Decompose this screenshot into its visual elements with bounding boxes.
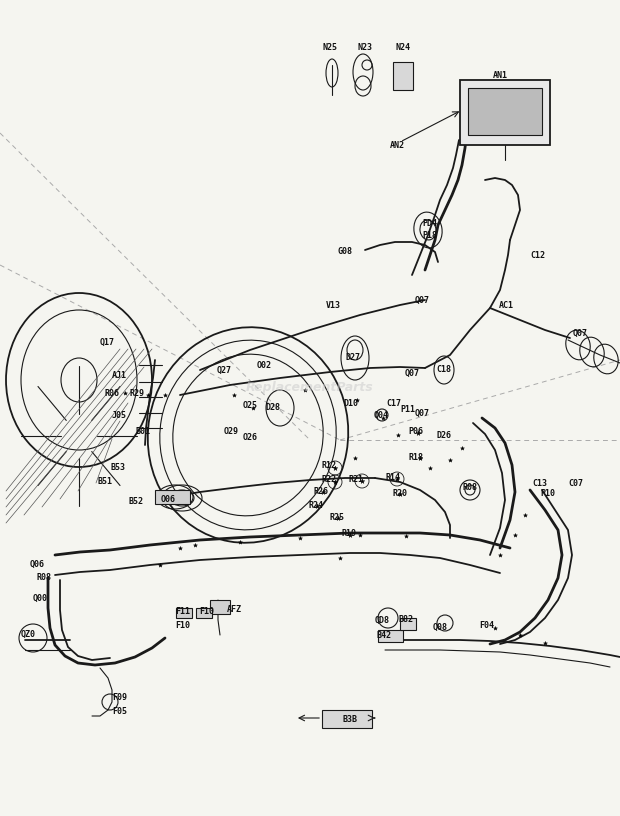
Text: R06: R06: [105, 388, 120, 397]
Text: P18: P18: [422, 232, 438, 241]
Text: N24: N24: [396, 42, 410, 51]
Text: G08: G08: [337, 247, 353, 256]
Text: Q00: Q00: [32, 593, 48, 602]
Text: C13: C13: [533, 478, 547, 487]
Text: F10: F10: [200, 606, 215, 615]
Bar: [400, 618, 416, 630]
Text: R20: R20: [392, 489, 407, 498]
Text: O06: O06: [161, 494, 175, 503]
Text: D28: D28: [265, 403, 280, 413]
Text: AC1: AC1: [498, 300, 513, 309]
Text: B82: B82: [399, 615, 414, 624]
Text: B42: B42: [376, 632, 391, 641]
Text: C17: C17: [386, 398, 402, 407]
Text: Q06: Q06: [30, 560, 45, 569]
Bar: [378, 630, 403, 642]
Text: ReplacementParts: ReplacementParts: [246, 382, 374, 394]
Text: F05: F05: [112, 707, 128, 716]
Text: Q27: Q27: [216, 366, 231, 375]
Text: R14: R14: [386, 473, 401, 482]
Text: O25: O25: [242, 401, 257, 410]
Bar: [322, 710, 372, 728]
Text: AN2: AN2: [389, 140, 404, 149]
Text: Q07: Q07: [404, 369, 420, 378]
Text: O29: O29: [223, 428, 239, 437]
Text: AN1: AN1: [492, 70, 508, 79]
Text: Q07: Q07: [572, 329, 588, 338]
Text: C12: C12: [531, 251, 546, 259]
Text: Q07: Q07: [415, 409, 430, 418]
Bar: [460, 80, 550, 145]
Text: Q07: Q07: [415, 295, 430, 304]
Text: R12: R12: [322, 462, 337, 471]
Text: R24: R24: [309, 500, 324, 509]
Text: V13: V13: [326, 300, 340, 309]
Bar: [155, 490, 190, 504]
Text: AFZ: AFZ: [226, 605, 242, 614]
Bar: [210, 600, 230, 614]
Text: F10: F10: [175, 620, 190, 629]
Bar: [196, 608, 212, 618]
Bar: [393, 62, 413, 90]
Text: QD8: QD8: [374, 615, 389, 624]
Text: F09: F09: [112, 693, 128, 702]
Text: B3B: B3B: [342, 716, 358, 725]
Text: O02: O02: [257, 361, 272, 370]
Text: O26: O26: [242, 433, 257, 442]
Text: F04: F04: [479, 620, 495, 629]
Text: PD4: PD4: [422, 219, 438, 228]
Text: B01: B01: [136, 428, 151, 437]
Text: P06: P06: [409, 428, 423, 437]
Text: R26: R26: [314, 487, 329, 496]
Text: B52: B52: [128, 496, 143, 505]
Text: AJ1: AJ1: [112, 370, 126, 379]
Text: C18: C18: [436, 366, 451, 375]
Text: P10: P10: [541, 490, 556, 499]
Text: R29: R29: [130, 388, 144, 397]
Text: J05: J05: [112, 410, 126, 419]
Text: R19: R19: [342, 529, 356, 538]
Text: F11: F11: [175, 607, 190, 617]
Text: Q08: Q08: [433, 623, 448, 632]
Text: P11: P11: [401, 406, 415, 415]
Text: D27: D27: [345, 353, 360, 362]
Text: Q17: Q17: [99, 338, 115, 347]
Text: D10: D10: [343, 400, 358, 409]
Text: Q04: Q04: [373, 410, 389, 419]
Text: R08: R08: [37, 573, 51, 582]
Text: C07: C07: [569, 480, 583, 489]
Text: N23: N23: [358, 42, 373, 51]
Text: B53: B53: [110, 463, 125, 472]
Text: R18: R18: [409, 453, 423, 462]
Text: R08: R08: [463, 484, 477, 493]
Text: D26: D26: [436, 431, 451, 440]
Text: B51: B51: [97, 477, 112, 486]
Text: QZ0: QZ0: [20, 629, 35, 638]
Text: R25: R25: [329, 512, 345, 521]
Text: N25: N25: [322, 42, 337, 51]
Text: R22: R22: [322, 476, 337, 485]
Bar: [468, 88, 542, 135]
Bar: [176, 608, 192, 618]
Text: R21: R21: [348, 474, 363, 484]
